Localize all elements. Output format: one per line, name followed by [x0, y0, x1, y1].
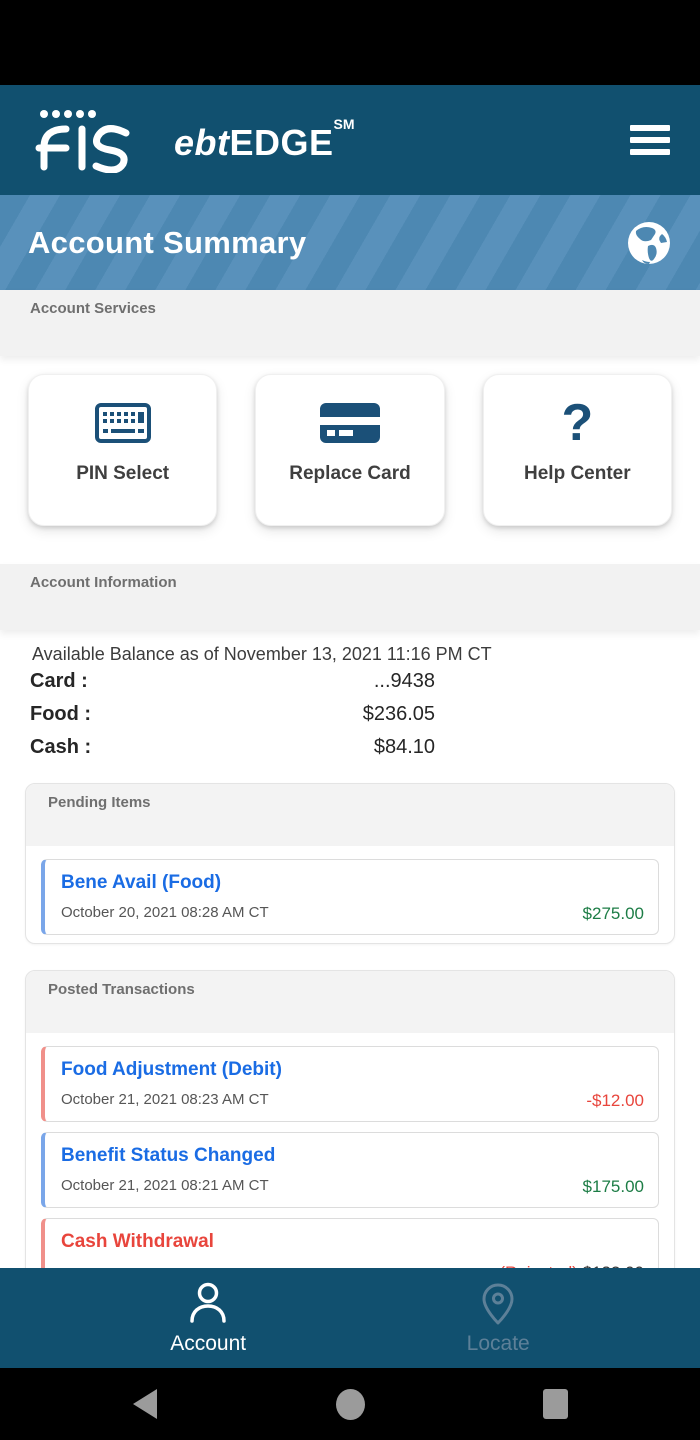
map-pin-icon: [482, 1283, 514, 1325]
help-center-card[interactable]: ? Help Center: [482, 374, 672, 526]
nav-item-locate[interactable]: Locate: [467, 1280, 530, 1356]
transaction-row[interactable]: Bene Avail (Food) October 20, 2021 08:28…: [41, 859, 659, 935]
transaction-row[interactable]: Benefit Status Changed October 21, 2021 …: [41, 1132, 659, 1208]
service-cards-row: PIN Select Replace Card ? Help Center: [28, 374, 672, 526]
transaction-date: October 21, 2021 08:21 AM CT: [61, 1177, 269, 1194]
balance-row-food: Food : $236.05: [30, 698, 700, 731]
balance-row-cash: Cash : $84.10: [30, 731, 700, 764]
nav-label-account: Account: [170, 1332, 247, 1355]
credit-card-icon: [318, 399, 382, 447]
transaction-title: Bene Avail (Food): [61, 872, 222, 893]
posted-transactions-header: Posted Transactions: [26, 971, 674, 1033]
bottom-nav: Account Locate: [0, 1268, 700, 1368]
card-label: Card :: [30, 670, 88, 692]
android-recents-icon[interactable]: [535, 1384, 575, 1424]
nav-label-locate: Locate: [466, 1332, 530, 1355]
replace-card-label: Replace Card: [289, 463, 411, 484]
menu-hamburger-icon[interactable]: [630, 119, 670, 161]
android-system-bar: [0, 1368, 700, 1440]
help-center-label: Help Center: [524, 463, 631, 484]
transaction-row[interactable]: Food Adjustment (Debit) October 21, 2021…: [41, 1046, 659, 1122]
transaction-amount: $175.00: [582, 1177, 644, 1196]
section-label: Account Information: [30, 574, 177, 591]
brand-name: ebtEDGESM: [174, 116, 355, 164]
fis-logo-icon: [35, 110, 130, 173]
page-title: Account Summary: [28, 224, 307, 260]
replace-card-card[interactable]: Replace Card: [255, 374, 445, 526]
page-banner: Account Summary: [0, 195, 700, 290]
food-label: Food :: [30, 703, 92, 725]
transaction-title: Benefit Status Changed: [61, 1145, 276, 1166]
pin-select-label: PIN Select: [76, 463, 170, 484]
section-label: Account Services: [30, 300, 156, 317]
person-icon: [190, 1282, 226, 1323]
transaction-amount: $275.00: [582, 904, 644, 923]
pending-items-card: Pending Items Bene Avail (Food) October …: [25, 783, 675, 944]
balance-block: Available Balance as of November 13, 202…: [0, 644, 700, 764]
brand-ebt: ebt: [174, 122, 230, 163]
brand-edge: EDGE: [229, 122, 334, 163]
card-value: ...9438: [373, 670, 435, 692]
nav-item-account[interactable]: Account: [170, 1280, 246, 1356]
transaction-title: Food Adjustment (Debit): [61, 1059, 282, 1080]
balance-title: Available Balance as of November 13, 202…: [32, 644, 492, 664]
brand-servicemark: SM: [333, 116, 355, 132]
section-account-services: Account Services: [0, 290, 700, 356]
cash-value: $84.10: [373, 736, 435, 758]
keyboard-icon: [94, 399, 152, 447]
food-value: $236.05: [362, 703, 435, 725]
transaction-date: October 20, 2021 08:28 AM CT: [61, 904, 269, 921]
cash-label: Cash :: [30, 736, 92, 758]
transaction-title: Cash Withdrawal: [61, 1231, 214, 1252]
question-mark-icon: ?: [561, 394, 594, 452]
balance-row-card: Card : ...9438: [30, 665, 700, 698]
transaction-amount: -$12.00: [586, 1091, 644, 1110]
app-header: ebtEDGESM: [0, 85, 700, 195]
language-globe-icon[interactable]: [626, 220, 672, 266]
pending-items-header: Pending Items: [26, 784, 674, 846]
pin-select-card[interactable]: PIN Select: [28, 374, 218, 526]
android-back-icon[interactable]: [125, 1384, 165, 1424]
transaction-date: October 21, 2021 08:23 AM CT: [61, 1091, 269, 1108]
android-home-icon[interactable]: [330, 1384, 370, 1424]
section-account-information: Account Information: [0, 564, 700, 630]
status-bar: [0, 0, 700, 85]
